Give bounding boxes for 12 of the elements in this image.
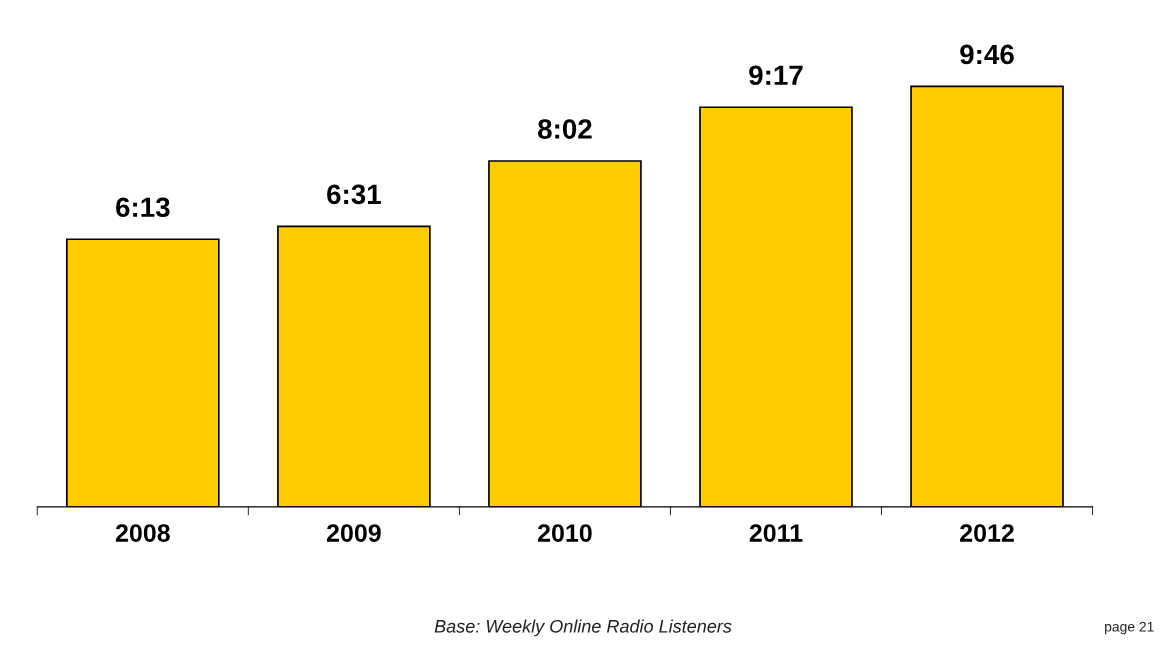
data-label: 9:17 (749, 65, 803, 86)
x-tick-label: 2012 (960, 524, 1014, 542)
data-label: 9:46 (960, 44, 1014, 65)
x-tick-label: 2011 (749, 524, 803, 542)
data-label: 6:13 (116, 197, 170, 218)
text: Base: Weekly Online Radio Listeners (434, 619, 732, 637)
x-tick-label: 2009 (326, 524, 381, 542)
text: page 21 (1105, 621, 1154, 635)
data-label: 6:31 (327, 184, 381, 205)
x-tick-label: 2010 (537, 524, 592, 542)
data-label: 8:02 (538, 119, 592, 139)
x-tick-label: 2008 (115, 524, 170, 542)
